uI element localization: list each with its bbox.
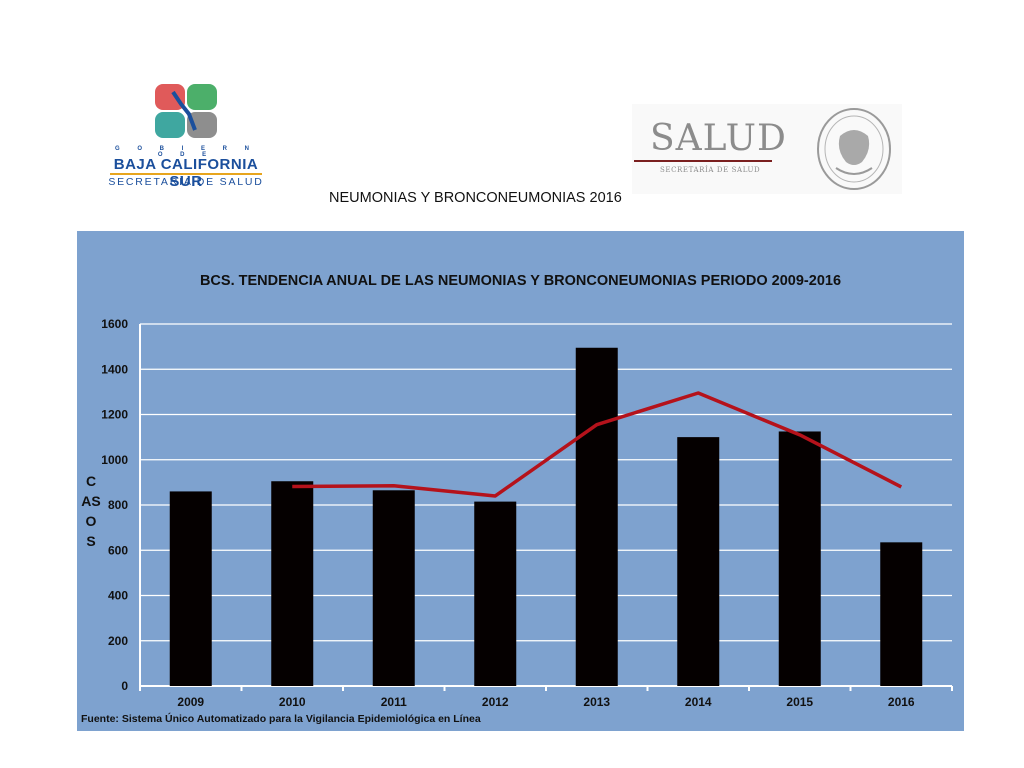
y-tick-label: 0 [121,679,128,693]
mexican-seal-icon [817,108,891,190]
state-name: BAJA CALIFORNIA SUR [113,156,259,190]
x-tick-label: 2016 [888,695,915,709]
x-tick-label: 2014 [685,695,712,709]
bar [677,437,720,686]
x-tick-label: 2012 [482,695,509,709]
bcs-emblem-icon [155,84,217,138]
chart-plot: 0 200 400 600 800 1000 1200 1400 1600 2009 2010 201… [101,317,953,709]
y-tick-label: 600 [108,543,128,557]
bar [372,490,415,686]
salud-wordmark: SALUD [650,118,787,159]
source-note: Fuente: Sistema Único Automatizado para … [81,713,481,725]
bar [778,431,821,686]
y-tick-label: 1200 [101,408,128,422]
x-tick-label: 2011 [381,695,407,709]
divider [110,173,262,175]
x-tick-label: 2015 [786,695,813,709]
gobierno-label: G O B I E R N O D E [114,146,257,158]
department-name: SECRETARÍA DE SALUD [108,176,264,188]
y-tick-label: 400 [108,589,128,603]
y-tick-label: 800 [108,498,128,512]
bar [271,481,314,686]
x-tick-label: 2013 [583,695,610,709]
trend-line [292,391,903,498]
bcs-government-logo: G O B I E R N O D E BAJA CALIFORNIA SUR … [104,84,268,190]
bar [880,542,923,686]
x-tick-label: 2010 [279,695,306,709]
chart-title: BCS. TENDENCIA ANUAL DE LAS NEUMONIAS Y … [199,273,842,289]
salud-logo: SALUD SECRETARÍA DE SALUD [632,104,902,194]
y-tick-label: 1600 [101,317,128,331]
bar [575,347,618,686]
y-tick-label: 1000 [101,453,128,467]
page-title: NEUMONIAS Y BRONCONEUMONIAS 2016 [329,190,622,206]
chart-panel: BCS. TENDENCIA ANUAL DE LAS NEUMONIAS Y … [77,231,964,731]
y-tick-label: 1400 [101,362,128,376]
salud-subtitle: SECRETARÍA DE SALUD [660,166,761,174]
bar [169,491,212,686]
y-tick-label: 200 [108,634,128,648]
salud-rule [634,160,772,162]
y-axis-label: CASOS [81,473,101,549]
bar [474,501,517,686]
x-tick-label: 2009 [177,695,204,709]
